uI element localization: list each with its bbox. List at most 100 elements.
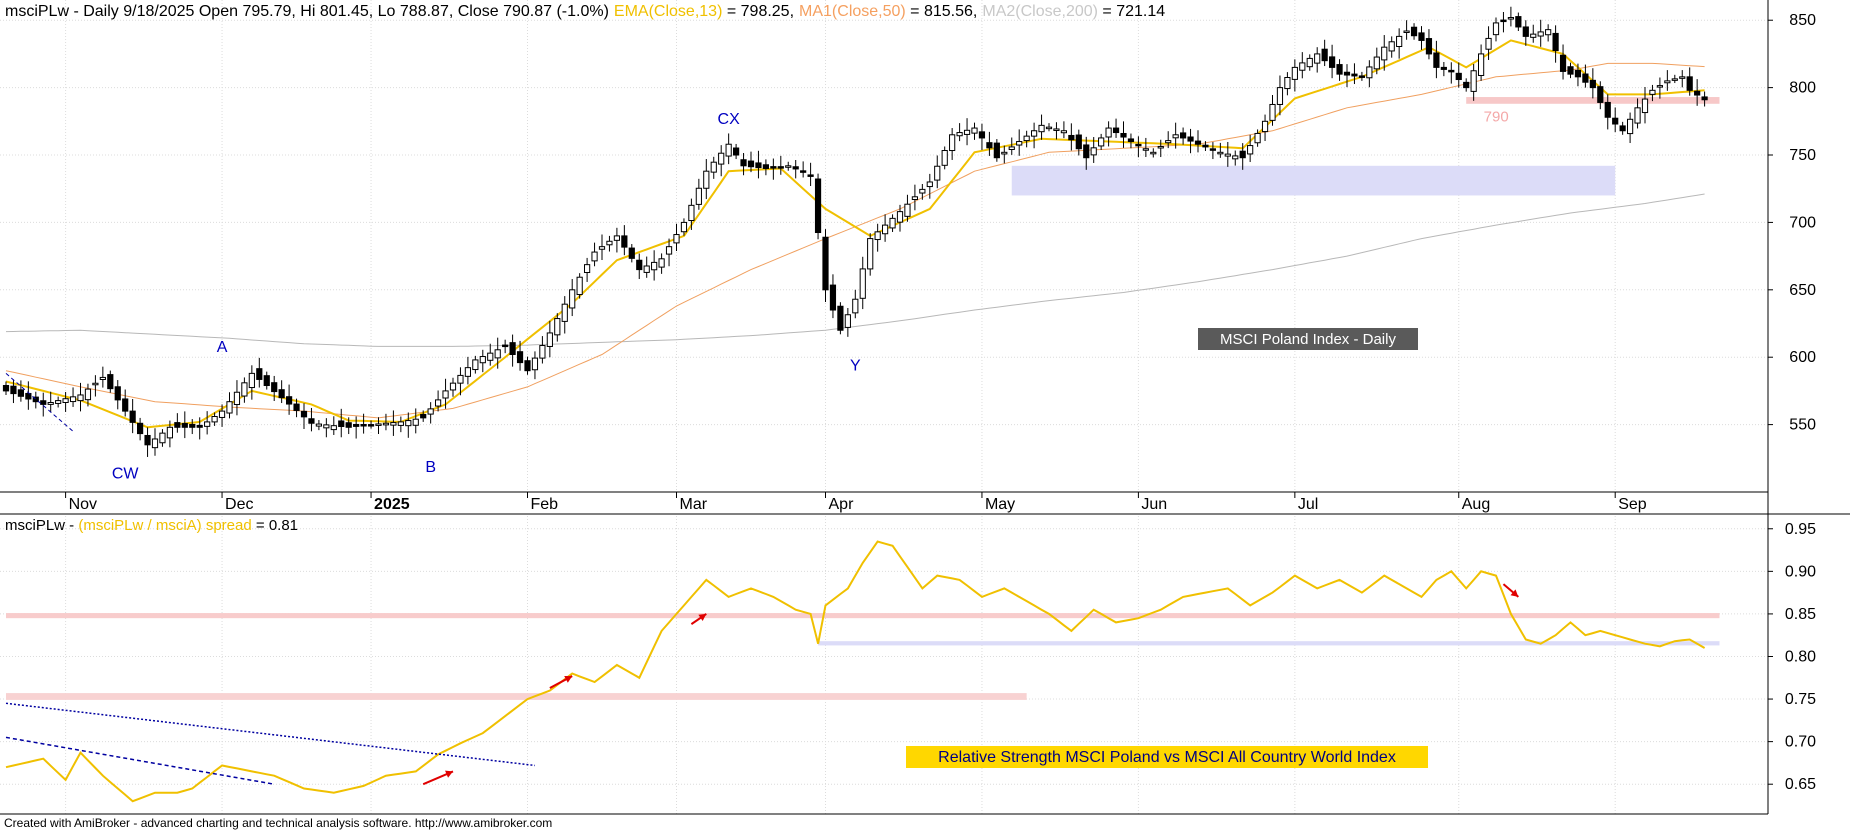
- wave-label: A: [217, 339, 228, 356]
- candle-body: [733, 147, 740, 156]
- candle-body: [1552, 32, 1559, 52]
- candle-body: [427, 408, 434, 415]
- candle-body: [166, 426, 174, 439]
- red-arrowhead: [445, 770, 453, 778]
- candle-body: [762, 164, 769, 169]
- candle-body: [1373, 56, 1380, 70]
- candle-body: [569, 289, 576, 309]
- candle-body: [718, 152, 725, 165]
- candle-body: [107, 374, 114, 390]
- candle-body: [308, 418, 315, 424]
- x-tick-label: Aug: [1462, 496, 1490, 513]
- candle-body: [777, 166, 784, 169]
- price-panel-title-box: [1198, 328, 1418, 350]
- candle-body: [1232, 155, 1239, 160]
- candle-body: [584, 264, 591, 274]
- candle-body: [986, 142, 993, 149]
- candle-body: [837, 305, 844, 331]
- candle-body: [1396, 35, 1403, 48]
- candle-body: [591, 251, 598, 262]
- candle-body: [1485, 37, 1492, 50]
- annotations: CW A B CX Y 790: [5, 108, 1520, 786]
- candle-body: [174, 422, 181, 428]
- candle-body: [1463, 81, 1470, 89]
- candle-body: [62, 398, 69, 403]
- candle-body: [1098, 137, 1105, 147]
- price-downtrend-line: [5, 373, 74, 432]
- candle-body: [1090, 147, 1097, 156]
- candle-body: [1031, 130, 1038, 137]
- candle-body: [479, 356, 486, 364]
- candle-body: [442, 390, 449, 399]
- candle-body: [740, 159, 747, 167]
- price-zone: [1466, 97, 1720, 104]
- candle-body: [99, 376, 106, 380]
- candle-body: [956, 132, 963, 137]
- candle-body: [1686, 76, 1693, 91]
- candle-body: [233, 391, 241, 406]
- candle-body: [844, 314, 851, 328]
- candle-body: [1284, 77, 1291, 90]
- candle-body: [978, 131, 986, 139]
- candle-body: [1343, 71, 1351, 76]
- candle-body: [1008, 146, 1015, 150]
- level-label: 790: [1484, 108, 1509, 125]
- candle-body: [524, 360, 531, 372]
- candle-body: [1217, 151, 1224, 155]
- candle-body: [1627, 118, 1634, 135]
- candle-body: [1336, 64, 1343, 75]
- candle-body: [1440, 66, 1447, 70]
- candle-body: [1172, 134, 1179, 139]
- candle-body: [1261, 120, 1269, 133]
- candle-body: [226, 401, 233, 414]
- candle-body: [218, 410, 226, 418]
- candle-body: [1679, 76, 1686, 79]
- candle-body: [472, 359, 479, 371]
- candle-body: [919, 188, 926, 194]
- candle-body: [1314, 53, 1321, 64]
- candle-body: [829, 284, 837, 311]
- candle-body: [971, 127, 978, 134]
- rs-y-tick-label: 0.80: [1785, 648, 1816, 665]
- ma200-line: [5, 193, 1705, 347]
- price-y-tick-label: 550: [1789, 417, 1816, 434]
- candle-body: [1619, 125, 1626, 132]
- candle-body: [286, 396, 293, 405]
- candle-body: [807, 174, 814, 177]
- candle-body: [1358, 75, 1366, 78]
- wave-label: B: [425, 459, 436, 476]
- candle-body: [300, 410, 308, 418]
- wave-label: CX: [718, 111, 741, 128]
- candle-body: [1515, 16, 1522, 28]
- rs-y-tick-label: 0.70: [1785, 734, 1816, 751]
- price-y-tick-label: 650: [1789, 282, 1816, 299]
- candle-body: [628, 247, 635, 259]
- candle-body: [1425, 38, 1433, 55]
- candle-body: [792, 166, 799, 170]
- candle-body: [725, 143, 732, 157]
- candle-body: [1507, 17, 1515, 20]
- candle-body: [464, 367, 471, 377]
- wave-label: CW: [112, 466, 140, 483]
- red-arrowhead: [698, 613, 707, 622]
- candle-body: [1083, 144, 1090, 159]
- price-grid: [0, 0, 1768, 492]
- price-y-tick-label: 800: [1789, 80, 1816, 97]
- candle-body: [1582, 73, 1589, 83]
- candle-body: [487, 352, 494, 361]
- candle-body: [1045, 126, 1053, 130]
- candle-body: [137, 422, 144, 435]
- candle-body: [1366, 66, 1373, 79]
- rs-y-tick-label: 0.65: [1785, 776, 1816, 793]
- candle-body: [904, 203, 911, 217]
- candle-body: [747, 160, 755, 168]
- candle-body: [643, 265, 650, 273]
- candle-body: [47, 401, 54, 405]
- candle-body: [896, 211, 904, 223]
- candle-body: [1410, 26, 1418, 37]
- candle-body: [502, 344, 509, 348]
- candle-body: [889, 217, 896, 229]
- candle-body: [1001, 151, 1008, 155]
- candle-body: [1671, 78, 1678, 81]
- x-tick-label: Sep: [1618, 496, 1647, 513]
